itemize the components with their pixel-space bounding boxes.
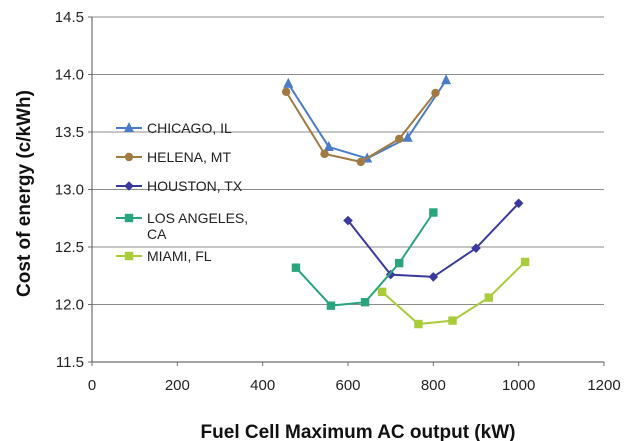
data-point xyxy=(395,258,404,268)
legend-marker xyxy=(124,181,134,191)
data-point xyxy=(520,257,530,267)
data-point xyxy=(291,263,301,272)
legend-marker xyxy=(124,152,134,162)
axes xyxy=(88,16,605,366)
legend-marker xyxy=(124,213,134,223)
data-point xyxy=(414,319,423,329)
legend-label-line: HELENA, MT xyxy=(147,149,231,165)
data-point xyxy=(429,208,438,217)
series-4 xyxy=(377,257,530,329)
legend-label: CHICAGO, IL xyxy=(147,120,232,136)
data-point xyxy=(283,77,294,88)
y-tick-label: 13.5 xyxy=(55,124,84,141)
series-line xyxy=(285,91,437,163)
data-point xyxy=(323,140,334,151)
legend: CHICAGO, IL HELENA, MT HOUSTON, TX LOS ANGE… xyxy=(116,120,248,264)
x-axis-title: Fuel Cell Maximum AC output (kW) xyxy=(201,422,516,441)
gridlines xyxy=(92,16,604,305)
y-tick-label: 11.5 xyxy=(56,354,84,371)
legend-label-line: CHICAGO, IL xyxy=(147,120,232,136)
x-tick-label: 0 xyxy=(88,377,96,394)
y-tick-label: 13.0 xyxy=(55,182,84,199)
legend-item: LOS ANGELES, CA xyxy=(116,210,248,242)
data-point xyxy=(484,293,493,302)
x-tick-label: 800 xyxy=(421,377,446,394)
series-1 xyxy=(281,87,440,167)
legend-label-line: LOS ANGELES, xyxy=(147,210,248,226)
legend-label: HELENA, MT xyxy=(147,149,231,165)
series-2 xyxy=(343,198,524,282)
series-0 xyxy=(283,74,452,163)
legend-label-line: HOUSTON, TX xyxy=(147,178,243,194)
data-point xyxy=(431,88,440,98)
legend-item: CHICAGO, IL xyxy=(116,120,232,136)
axis-labels: 11.5 12.0 12.5 13.0 13.5 14.0 14.5 0 200 400 600 80… xyxy=(14,9,621,441)
data-point xyxy=(377,287,387,297)
data-point xyxy=(356,157,365,167)
data-point xyxy=(343,215,353,226)
data-point xyxy=(360,298,370,307)
legend-item: HOUSTON, TX xyxy=(116,178,243,194)
y-tick-label: 14.0 xyxy=(55,67,84,84)
data-point xyxy=(402,131,413,142)
series-line xyxy=(295,211,435,307)
data-point xyxy=(326,301,336,310)
data-point xyxy=(448,316,457,325)
data-point xyxy=(513,198,524,209)
legend-label: HOUSTON, TX xyxy=(147,178,243,194)
y-tick-label: 14.5 xyxy=(55,9,84,26)
legend-label: LOS ANGELES, CA xyxy=(147,210,248,242)
x-tick-label: 200 xyxy=(165,377,190,394)
data-point xyxy=(281,87,291,96)
series-line xyxy=(381,261,526,326)
data-point xyxy=(441,74,452,85)
x-tick-label: 1000 xyxy=(502,377,535,394)
y-tick-label: 12.0 xyxy=(55,297,84,314)
legend-marker xyxy=(124,122,134,132)
y-axis-title: Cost of energy (c/kWh) xyxy=(14,90,35,297)
series-3 xyxy=(291,208,438,310)
legend-item: MIAMI, FL xyxy=(116,248,212,264)
data-point xyxy=(428,272,439,282)
series-group xyxy=(281,74,530,329)
y-tick-label: 12.5 xyxy=(55,239,84,256)
data-point xyxy=(320,149,329,159)
x-tick-label: 400 xyxy=(250,377,275,394)
data-point xyxy=(471,243,481,253)
legend-label: MIAMI, FL xyxy=(147,248,212,264)
data-point xyxy=(395,134,404,144)
legend-label-line: MIAMI, FL xyxy=(147,248,212,264)
x-tick-label: 1200 xyxy=(587,377,620,394)
legend-label-line: CA xyxy=(147,226,167,242)
legend-item: HELENA, MT xyxy=(116,149,231,165)
series-line xyxy=(287,79,447,160)
x-tick-label: 600 xyxy=(335,377,360,394)
legend-marker xyxy=(124,251,134,261)
